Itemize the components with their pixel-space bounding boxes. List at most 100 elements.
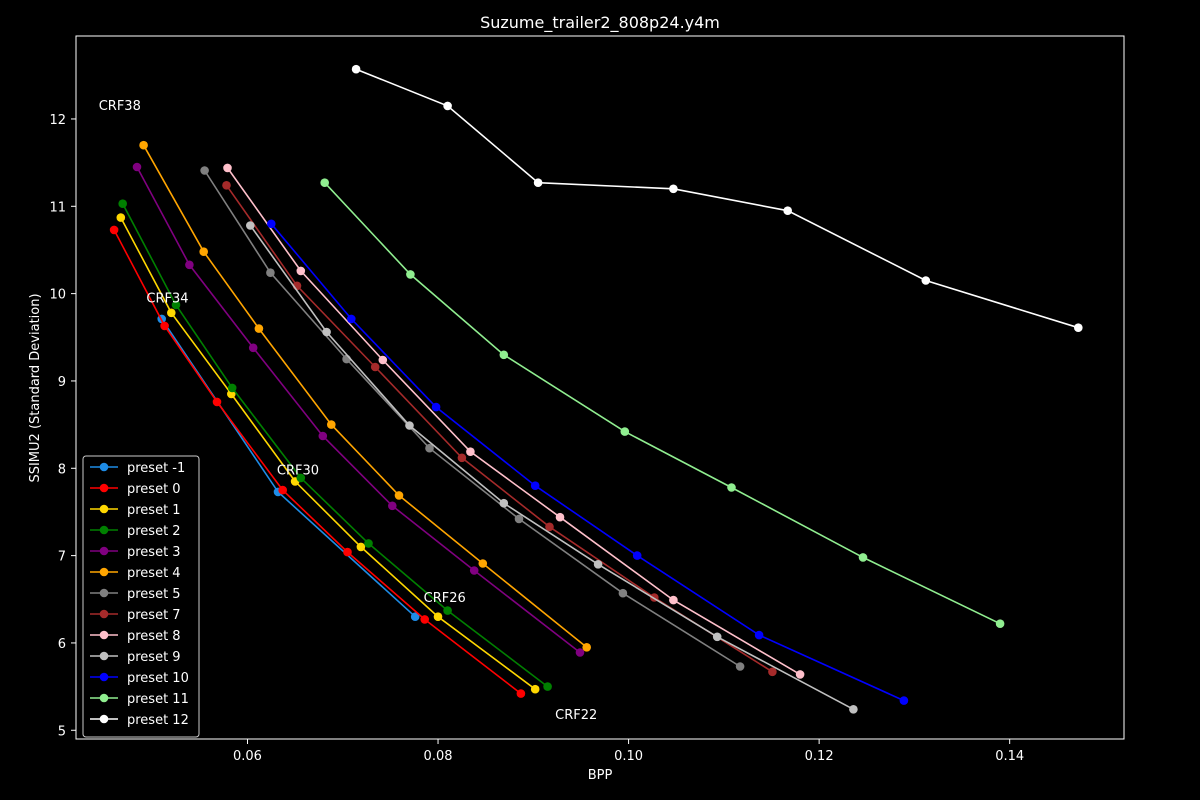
legend-marker [99, 714, 109, 724]
data-point [921, 276, 931, 285]
series-preset-4 [139, 140, 591, 652]
data-point [712, 632, 722, 642]
data-point [222, 181, 231, 190]
legend-label: preset 1 [127, 503, 181, 518]
data-point [443, 606, 452, 615]
data-point [109, 225, 119, 235]
x-tick-label: 0.10 [614, 749, 643, 764]
data-point [167, 308, 176, 318]
data-point [246, 221, 255, 230]
data-point [388, 501, 397, 511]
legend-label: preset 9 [127, 650, 181, 665]
data-point [327, 420, 336, 429]
annotation-label: CRF30 [277, 463, 319, 478]
legend-label: preset 3 [127, 545, 181, 560]
y-tick-label: 10 [49, 288, 66, 303]
annotation-label: CRF26 [424, 591, 466, 606]
data-point [425, 443, 434, 453]
legend: preset -1 preset 0 preset 1 preset 2 preset … [82, 455, 200, 738]
data-point [899, 696, 909, 705]
data-point [499, 498, 509, 508]
legend-marker [99, 567, 109, 577]
annotation-label: CRF22 [555, 708, 597, 723]
data-point [1074, 323, 1083, 333]
legend-item: preset 7 [90, 608, 181, 623]
data-point [351, 64, 361, 74]
data-point [516, 689, 526, 698]
legend-item: preset -1 [90, 461, 185, 476]
data-point [783, 206, 792, 215]
data-point [530, 481, 540, 491]
data-point [347, 314, 356, 324]
legend-marker [99, 672, 109, 682]
data-point [620, 427, 630, 436]
data-point [406, 270, 415, 279]
data-point [139, 140, 148, 150]
legend-marker [99, 525, 109, 535]
y-tick-label: 8 [58, 462, 66, 477]
data-point [171, 300, 181, 310]
data-point [410, 612, 420, 621]
data-point [466, 447, 475, 457]
data-point [514, 514, 524, 524]
axes-layer: 0.06 0.08 0.10 0.12 0.14 5 6 7 8 9 10 11 12 [49, 35, 1125, 764]
legend-item: preset 9 [90, 650, 181, 665]
data-point [267, 219, 276, 229]
x-tick-label: 0.06 [233, 749, 262, 764]
legend-item: preset 12 [90, 713, 189, 728]
series-preset-9 [246, 221, 858, 714]
data-point [632, 551, 642, 560]
legend-label: preset 4 [127, 566, 181, 581]
data-point [405, 421, 414, 430]
legend-marker [99, 546, 109, 556]
data-point [443, 101, 452, 111]
legend-label: preset 10 [127, 671, 189, 686]
legend-marker [99, 504, 109, 514]
series-preset-11 [320, 178, 1005, 628]
legend-item: preset 10 [90, 671, 189, 686]
data-point [356, 542, 366, 552]
data-point [364, 539, 373, 548]
data-point [160, 321, 169, 331]
x-tick-label: 0.08 [424, 749, 453, 764]
data-point [118, 199, 127, 208]
y-tick-label: 5 [58, 724, 66, 739]
legend-item: preset 2 [90, 524, 181, 539]
y-tick-label: 12 [49, 113, 66, 128]
series-preset-8 [223, 163, 805, 679]
data-point [378, 355, 388, 365]
legend-item: preset 1 [90, 503, 181, 518]
legend-item: preset 3 [90, 545, 181, 560]
data-point [199, 247, 208, 256]
data-point [669, 595, 678, 605]
data-point [132, 162, 142, 172]
legend-label: preset 2 [127, 524, 181, 539]
data-point [116, 213, 126, 222]
data-point [200, 166, 209, 175]
data-point [322, 327, 331, 337]
legend-label: preset 7 [127, 608, 181, 623]
data-point [278, 485, 288, 495]
data-point [320, 178, 330, 187]
data-point [530, 684, 540, 694]
legend-label: preset -1 [127, 461, 185, 476]
legend-marker [99, 462, 109, 472]
data-point [457, 453, 467, 463]
series-preset-10 [267, 219, 909, 705]
series-preset-12 [351, 64, 1083, 333]
legend-item: preset 4 [90, 566, 181, 581]
data-point [254, 324, 264, 333]
data-point [420, 615, 430, 624]
annotation-label: CRF34 [146, 291, 188, 306]
data-point [296, 473, 306, 483]
data-point [727, 483, 736, 492]
x-tick-label: 0.14 [995, 749, 1024, 764]
data-point [545, 522, 554, 532]
legend-frame [82, 455, 200, 738]
data-point [858, 553, 868, 562]
y-tick-label: 11 [49, 200, 66, 215]
data-point [248, 343, 258, 353]
data-point [318, 431, 328, 441]
legend-label: preset 0 [127, 482, 181, 497]
